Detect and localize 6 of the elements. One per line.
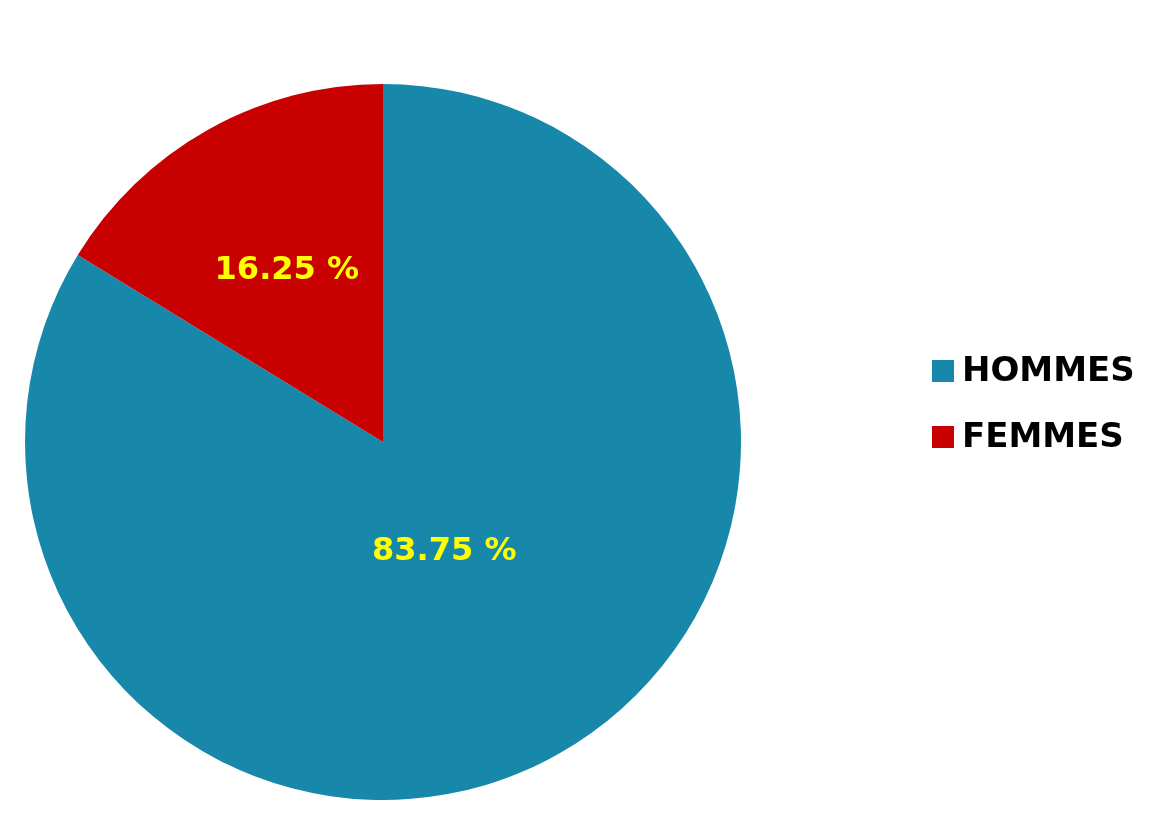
data-label: 16.25 % — [214, 249, 359, 288]
pie-slice — [25, 84, 741, 800]
data-label: 83.75 % — [372, 530, 517, 569]
pie-slice — [77, 84, 383, 442]
legend-label: FEMMES — [962, 414, 1124, 455]
legend-label: HOMMES — [962, 348, 1135, 389]
